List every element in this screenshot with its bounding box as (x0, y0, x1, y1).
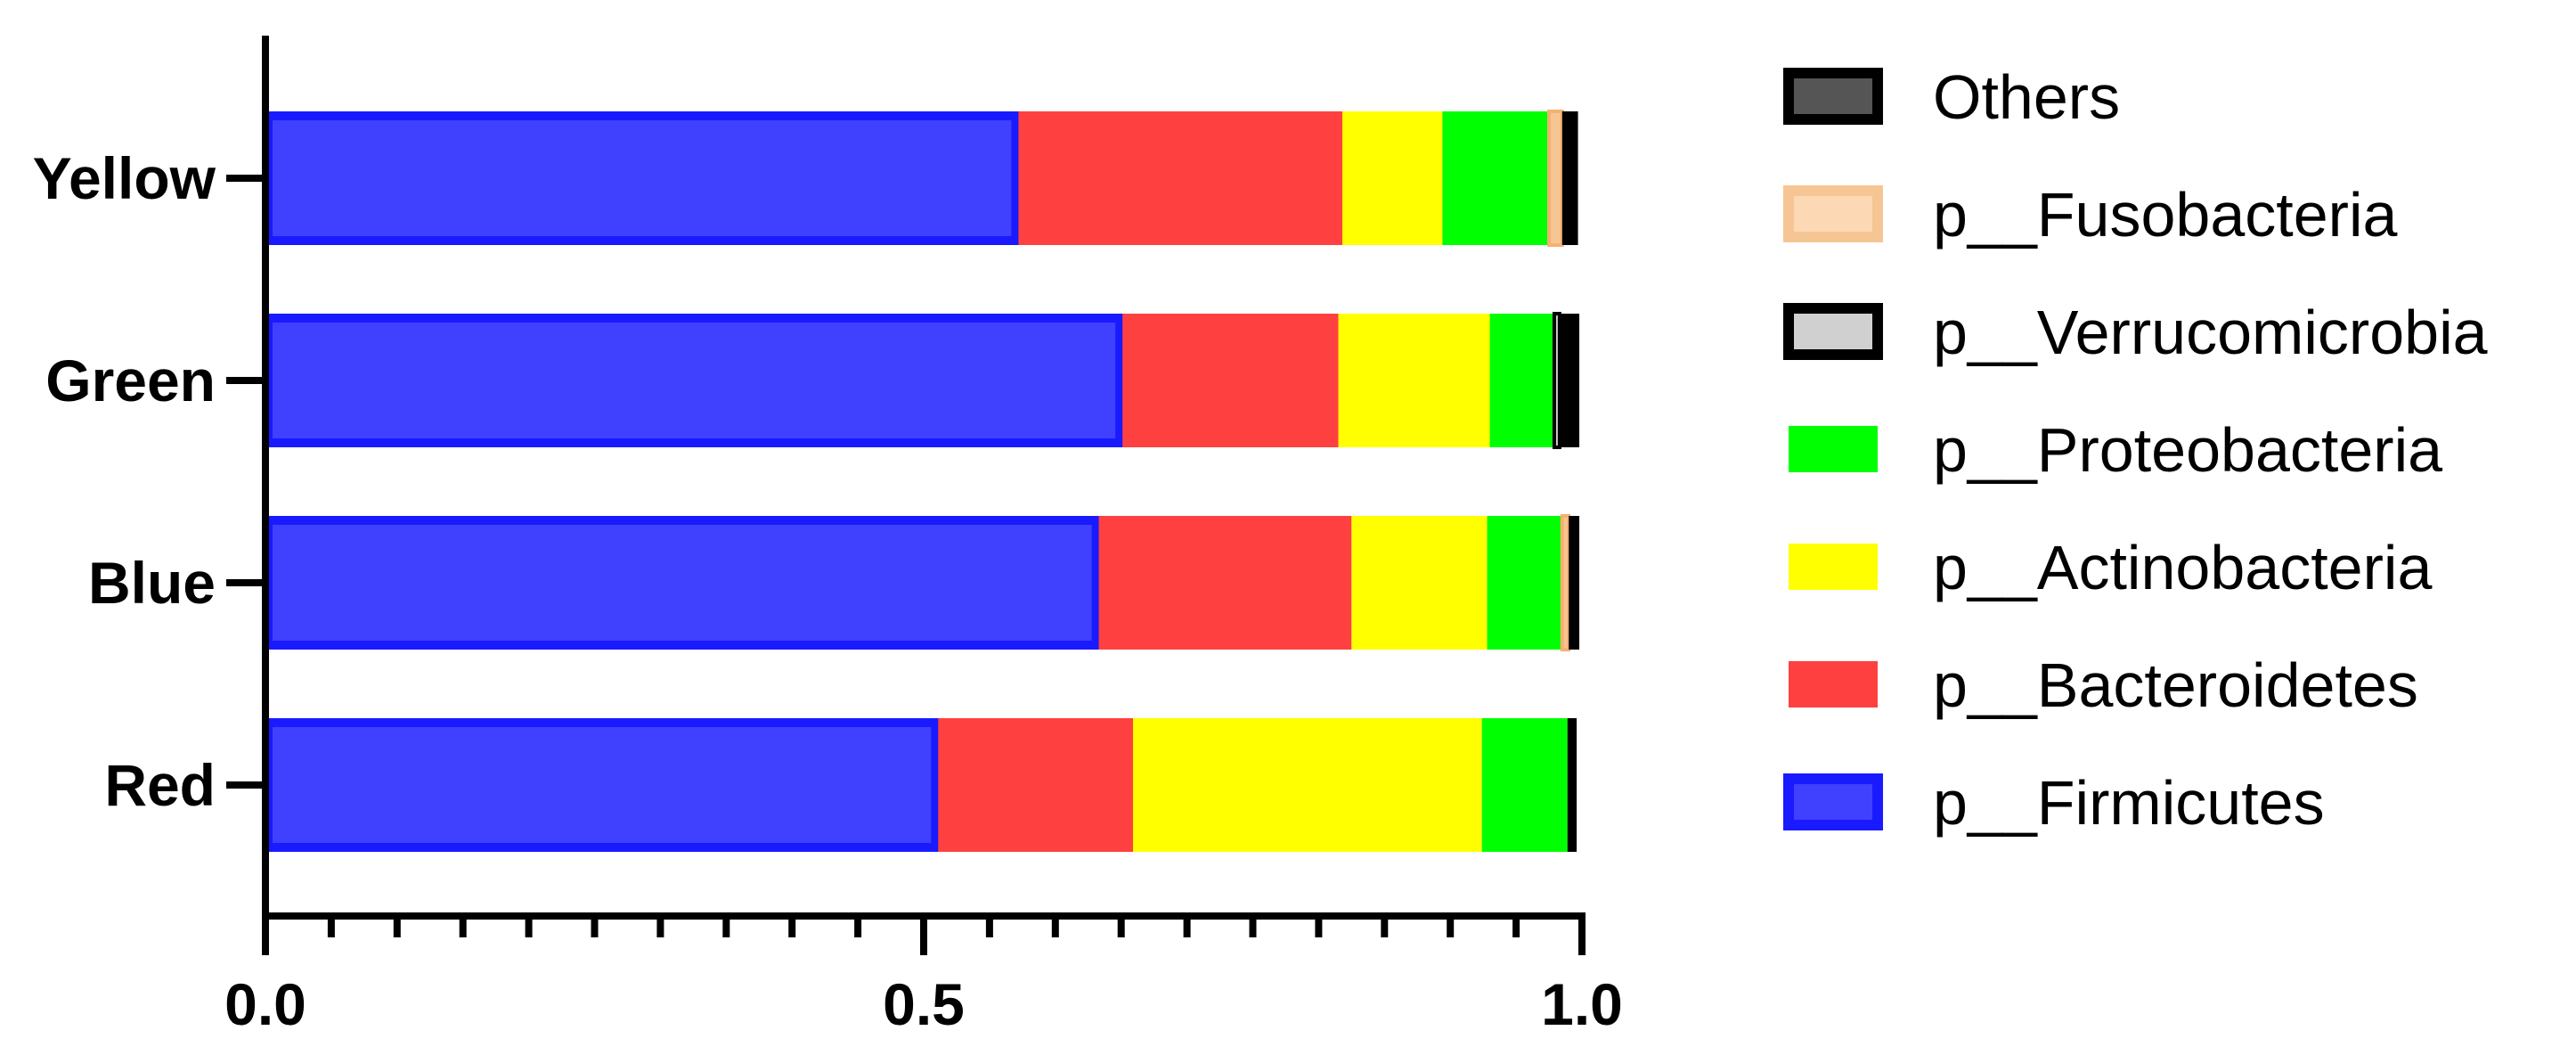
legend-swatch-p-bacteroidetes (1789, 661, 1878, 707)
bar-segment-blue-p-actinobacteria (1351, 516, 1488, 650)
bar-segment-red-p-bacteroidetes (938, 718, 1134, 852)
legend-swatch-p-verrucomicrobia (1783, 303, 1883, 360)
y-tick-label-blue: Blue (88, 550, 216, 616)
bar-segment-green-p-actinobacteria (1338, 314, 1490, 447)
y-tick-label-green: Green (45, 348, 216, 413)
legend-swatch-p-fusobacteria (1783, 185, 1883, 242)
bar-segment-yellow-p-fusobacteria (1547, 110, 1564, 247)
axes: Yellow Green Blue Red 0.0 0.5 1.0 (33, 36, 1623, 1037)
bar-segment-green-p-verrucomicrobia (1552, 312, 1561, 449)
bar-segment-yellow-p-actinobacteria (1342, 111, 1443, 245)
x-tick-label: 1.0 (1541, 971, 1623, 1037)
bar-segment-green-others (1559, 314, 1580, 447)
bar-segment-red-others (1567, 718, 1577, 852)
legend-swatch-p-firmicutes (1783, 773, 1883, 830)
legend-label-others: Others (1933, 62, 2120, 132)
legend-label-p-bacteroidetes: p__Bacteroidetes (1933, 650, 2418, 720)
bar-segment-yellow-p-firmicutes (264, 111, 1021, 245)
bar-segment-yellow-p-bacteroidetes (1018, 111, 1343, 245)
bar-segment-red-p-firmicutes (264, 718, 941, 852)
legend-label-p-fusobacteria: p__Fusobacteria (1933, 180, 2398, 249)
legend-label-p-proteobacteria: p__Proteobacteria (1933, 415, 2442, 485)
legend-label-p-verrucomicrobia: p__Verrucomicrobia (1933, 298, 2488, 367)
legend-label-p-firmicutes: p__Firmicutes (1933, 768, 2325, 838)
bar-segment-blue-p-proteobacteria (1487, 516, 1562, 650)
bar-area (264, 110, 1580, 852)
bar-segment-yellow-p-proteobacteria (1442, 111, 1550, 245)
legend-swatch-p-proteobacteria (1789, 426, 1878, 472)
bar-segment-green-p-firmicutes (264, 314, 1125, 447)
legend-swatch-p-actinobacteria (1789, 544, 1878, 590)
y-tick-label-yellow: Yellow (33, 145, 216, 211)
x-tick-label: 0.0 (224, 971, 306, 1037)
legend: Others p__Fusobacteria p__Verrucomicrobiap… (1783, 62, 2488, 838)
x-tick-label: 0.5 (883, 971, 965, 1037)
bar-segment-blue-others (1569, 516, 1580, 650)
bar-segment-blue-p-firmicutes (264, 516, 1101, 650)
bar-segment-blue-p-fusobacteria (1560, 514, 1571, 651)
bar-segment-red-p-proteobacteria (1481, 718, 1568, 852)
bar-segment-green-p-proteobacteria (1489, 314, 1554, 447)
bar-segment-red-p-actinobacteria (1133, 718, 1482, 852)
bar-segment-yellow-others (1561, 111, 1578, 245)
bar-segment-green-p-bacteroidetes (1122, 314, 1339, 447)
legend-swatch-others (1783, 68, 1883, 125)
y-tick-label-red: Red (104, 752, 216, 818)
legend-label-p-actinobacteria: p__Actinobacteria (1933, 533, 2432, 602)
bar-segment-blue-p-bacteroidetes (1098, 516, 1352, 650)
